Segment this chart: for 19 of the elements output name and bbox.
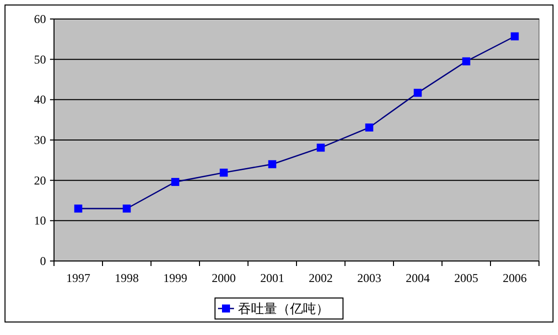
y-tick-label: 40 — [34, 92, 46, 107]
y-tick-label: 20 — [34, 173, 46, 188]
x-tick-label: 1998 — [114, 271, 139, 285]
x-tick-label: 2005 — [454, 271, 478, 285]
x-tick-label: 2001 — [260, 271, 284, 285]
legend-label: 吞吐量（亿吨） — [238, 301, 329, 316]
x-tick-label: 1999 — [163, 271, 188, 285]
y-tick-label: 50 — [34, 52, 46, 66]
y-tick-label: 30 — [34, 133, 46, 147]
x-tick-label: 2002 — [308, 271, 333, 285]
y-tick-label: 0 — [40, 254, 46, 268]
legend: 吞吐量（亿吨） — [214, 298, 344, 320]
y-tick-label: 60 — [34, 12, 46, 26]
y-tick-label: 10 — [34, 214, 46, 228]
x-tick-label: 2003 — [357, 271, 382, 285]
x-tick-label: 1997 — [66, 271, 90, 285]
x-tick-label: 2006 — [502, 271, 527, 285]
x-tick-label: 2004 — [406, 271, 430, 285]
x-tick-label: 2000 — [212, 271, 236, 285]
